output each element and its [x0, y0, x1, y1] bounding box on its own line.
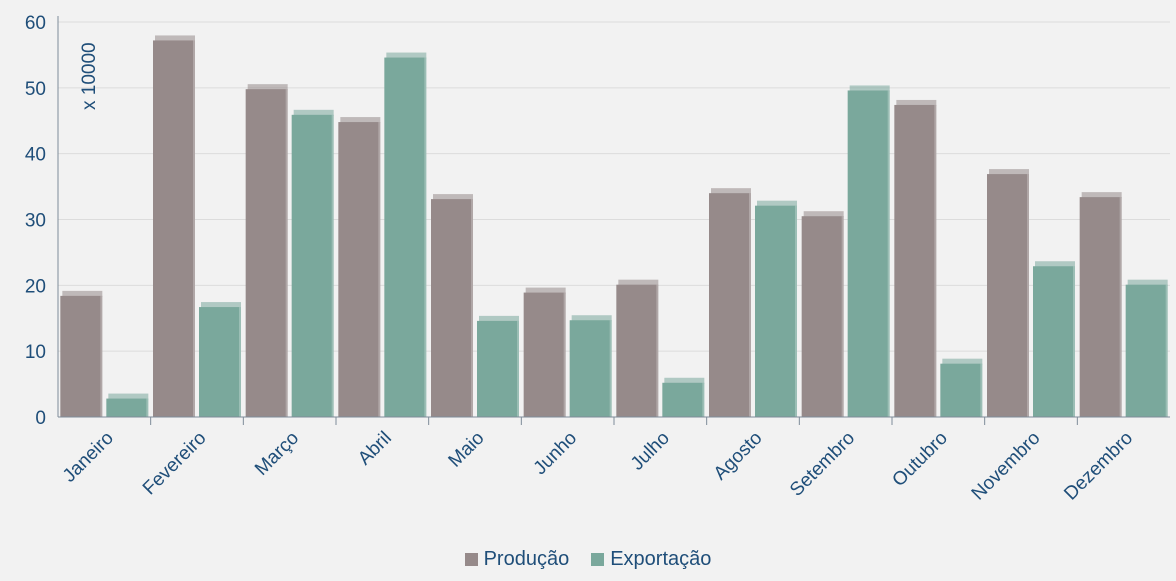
gridlines — [58, 21, 1170, 352]
bar-exportacao — [569, 315, 612, 417]
unit-label: x 10000 — [79, 42, 100, 110]
legend-item-exportacao: Exportação — [591, 548, 711, 571]
y-tick-label: 0 — [35, 408, 46, 429]
bar-exportacao — [755, 200, 797, 417]
bar-producao — [338, 117, 381, 418]
bar-exportacao — [384, 52, 427, 418]
bar-producao — [523, 287, 566, 417]
bar-exportacao — [291, 109, 334, 417]
bar-exportacao — [940, 358, 983, 417]
legend-label-producao: Produção — [483, 548, 570, 570]
bar-producao — [894, 99, 937, 417]
y-tick-label: 20 — [25, 276, 46, 297]
bar-exportacao — [847, 85, 890, 417]
x-tick-label: Outubro — [888, 428, 951, 491]
bars — [60, 35, 1168, 418]
x-tick-label: Junho — [530, 428, 581, 479]
x-tick-label: Fevereiro — [139, 428, 211, 500]
bar-producao — [431, 194, 473, 417]
bar-producao — [987, 169, 1029, 417]
bar-producao — [1079, 192, 1122, 417]
bar-chart: 0 10 20 30 40 50 60 Janeiro Fevereiro Março Abril M… — [25, 13, 1170, 505]
bar-exportacao — [1125, 279, 1168, 417]
y-tick-label: 50 — [25, 79, 46, 100]
x-tick-label: Janeiro — [59, 428, 118, 487]
legend-label-exportacao: Exportação — [610, 548, 712, 570]
x-tick-label: Dezembro — [1060, 428, 1137, 505]
bar-producao — [245, 84, 288, 418]
bar-exportacao — [199, 302, 241, 417]
legend-swatch-producao — [464, 553, 478, 566]
y-tick-label: 60 — [25, 13, 46, 34]
legend: Produção Exportação — [0, 548, 1176, 571]
bar-producao — [153, 35, 195, 417]
x-tick-label: Julho — [627, 428, 674, 475]
y-tick-label: 40 — [25, 145, 46, 166]
bar-exportacao — [106, 393, 149, 417]
legend-swatch-exportacao — [591, 553, 605, 566]
bar-producao — [709, 188, 751, 417]
bar-producao — [801, 211, 844, 417]
legend-item-producao: Produção — [464, 548, 570, 571]
x-tick-label: Novembro — [968, 428, 1045, 505]
bar-exportacao — [477, 315, 519, 417]
bar-producao — [616, 279, 659, 417]
x-tick-label: Maio — [445, 428, 489, 472]
x-tick-label: Agosto — [710, 428, 767, 485]
bar-exportacao — [1033, 261, 1075, 417]
x-tick-label: Abril — [354, 428, 396, 470]
bar-producao — [60, 290, 103, 417]
y-tick-label: 30 — [25, 211, 46, 232]
y-tick-label: 10 — [25, 342, 46, 363]
x-tick-label: Setembro — [786, 428, 859, 501]
bar-exportacao — [662, 377, 705, 417]
x-tick-label: Março — [251, 428, 303, 480]
